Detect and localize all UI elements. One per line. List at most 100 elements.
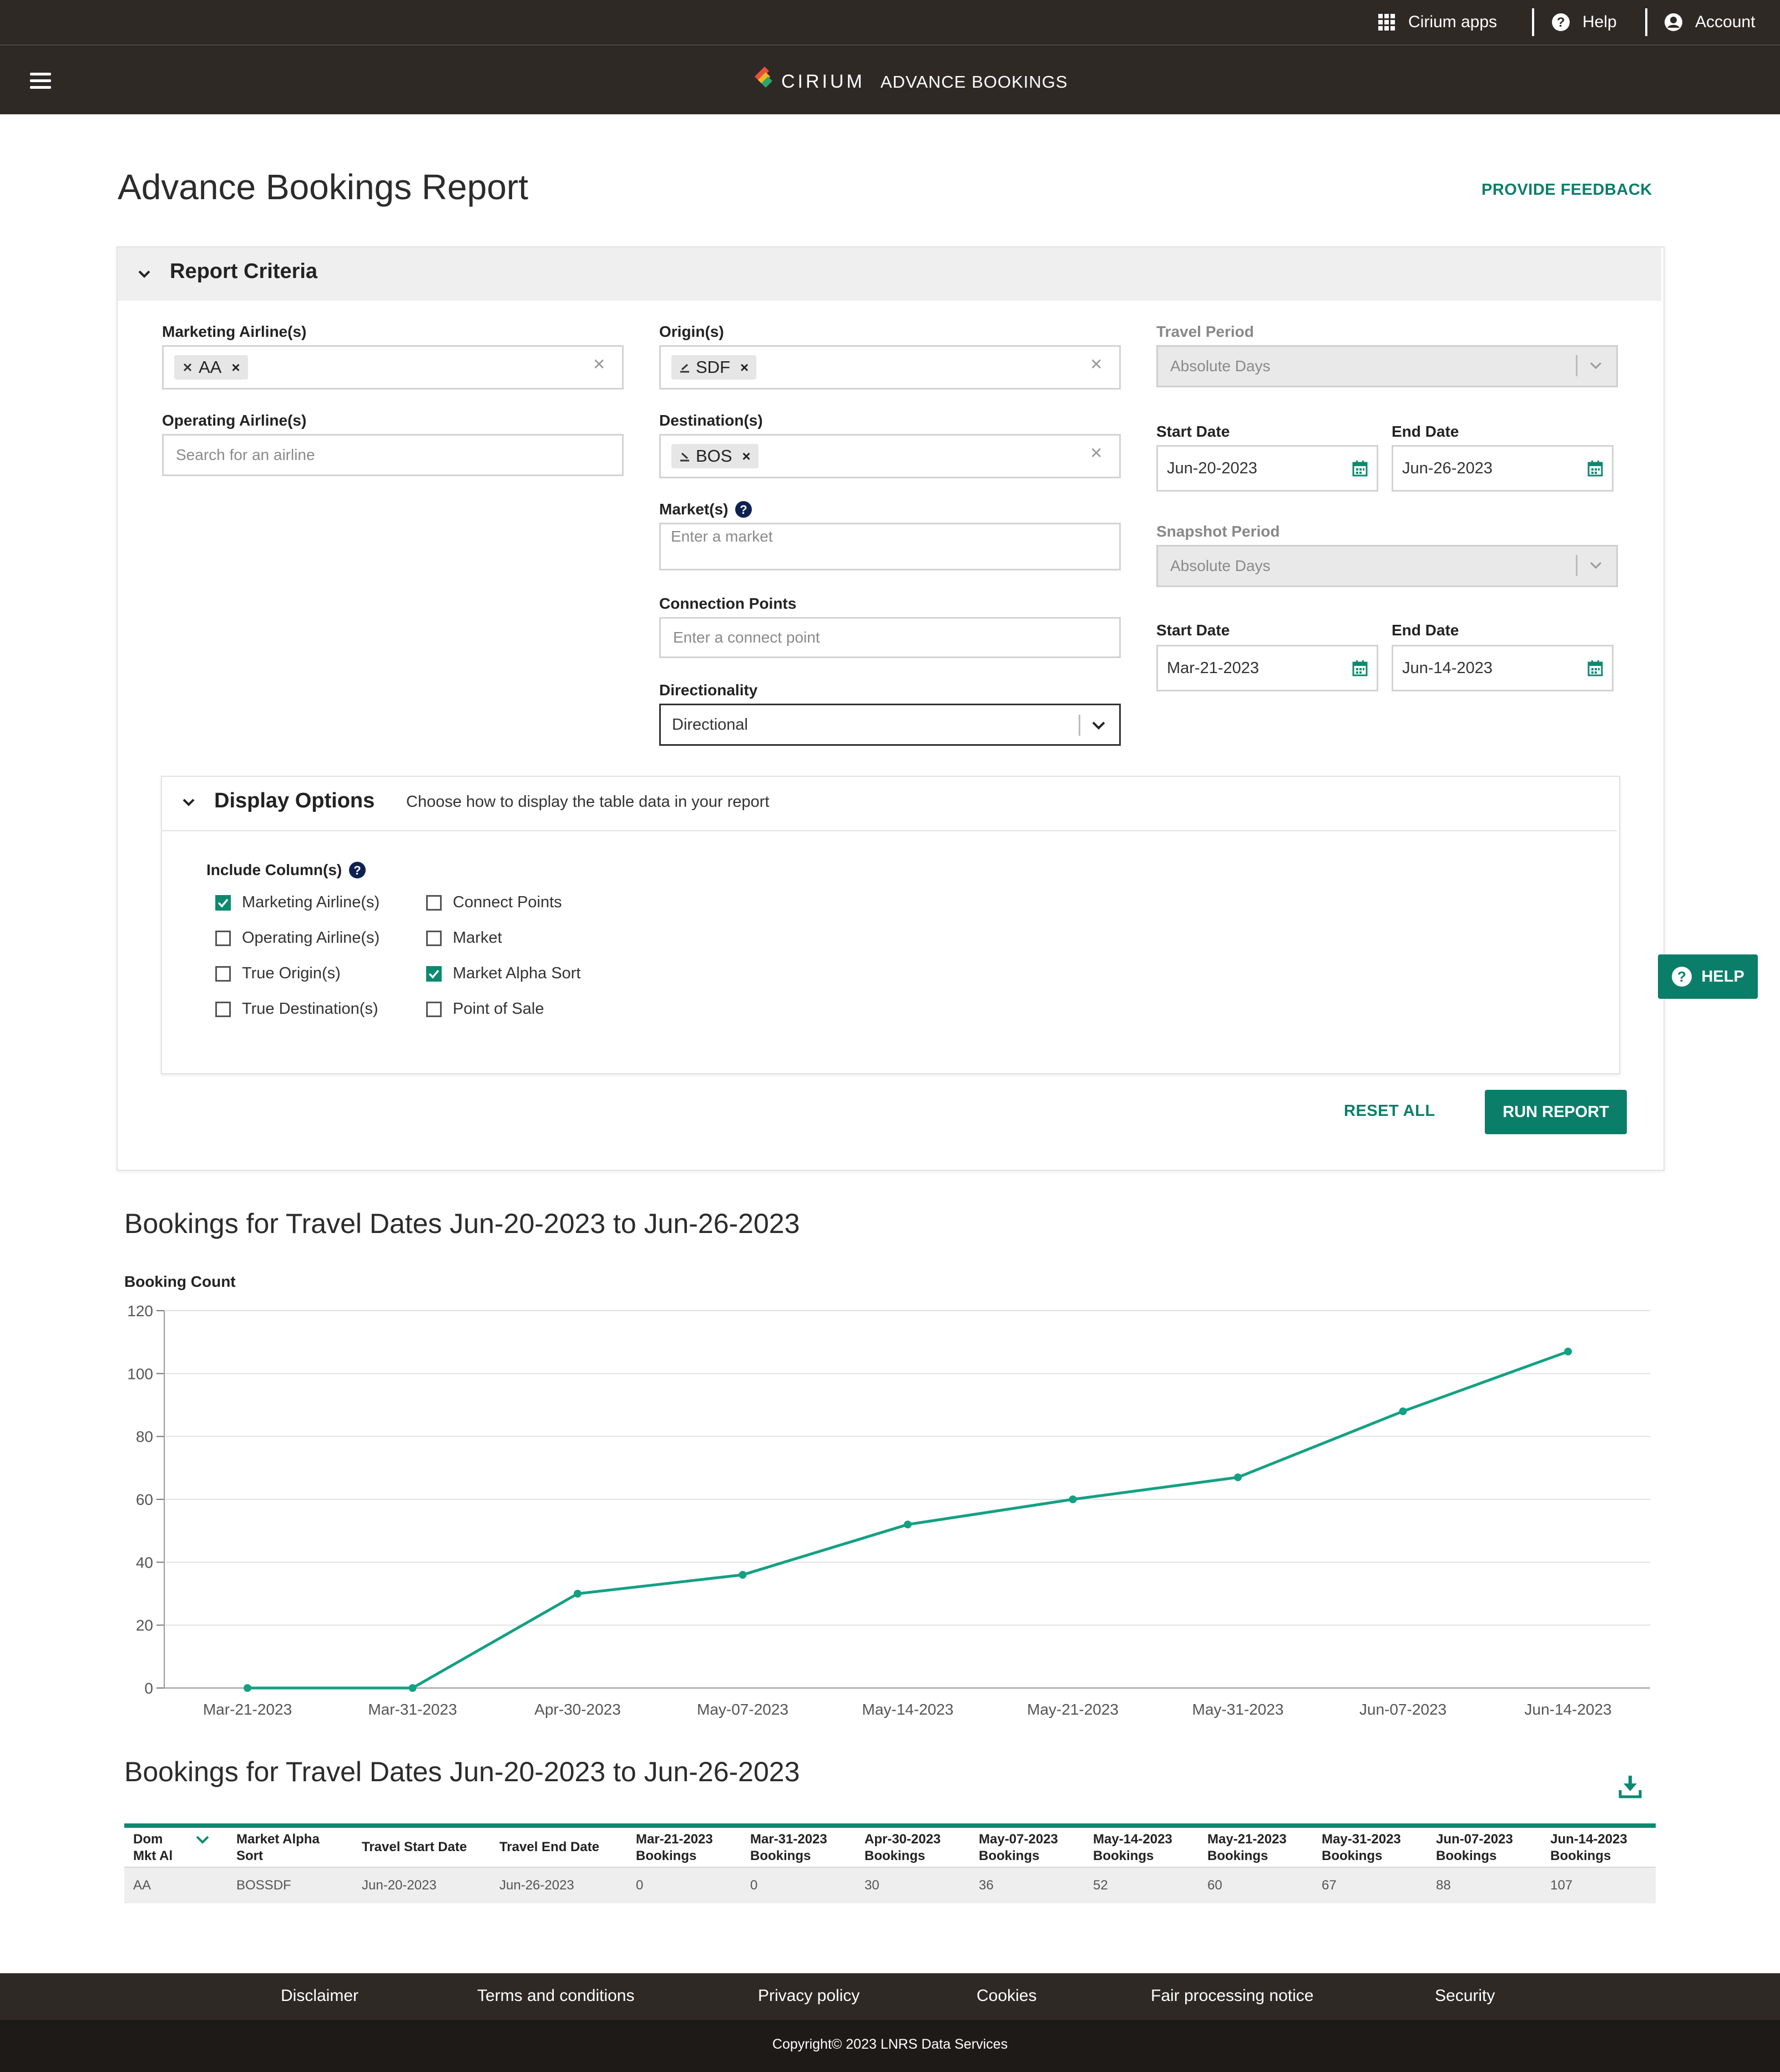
- snapshot-period-label: Snapshot Period: [1156, 523, 1280, 540]
- column-option[interactable]: True Origin(s): [215, 964, 341, 983]
- travel-start-date-input[interactable]: Jun-20-2023: [1156, 445, 1378, 492]
- data-point: [904, 1520, 912, 1529]
- provide-feedback-link[interactable]: PROVIDE FEEDBACK: [1481, 181, 1652, 199]
- column-option[interactable]: Connect Points: [426, 893, 562, 912]
- markets-placeholder: Enter a market: [671, 528, 773, 545]
- table-title: Bookings for Travel Dates Jun-20-2023 to…: [124, 1756, 800, 1787]
- y-tick-label: 120: [127, 1302, 153, 1320]
- column-option[interactable]: Operating Airline(s): [215, 929, 380, 947]
- table-cell: 88: [1436, 1878, 1451, 1893]
- clear-field-icon[interactable]: ✕: [593, 356, 606, 373]
- help-circle-icon[interactable]: ?: [735, 501, 752, 518]
- column-header-text: Jun-07-2023: [1436, 1832, 1513, 1847]
- download-icon[interactable]: [1618, 1773, 1642, 1799]
- column-option[interactable]: Point of Sale: [426, 1000, 544, 1018]
- column-option-label: Operating Airline(s): [242, 929, 380, 947]
- checkbox[interactable]: [426, 895, 442, 911]
- column-option-label: Marketing Airline(s): [242, 893, 380, 911]
- checkbox[interactable]: [426, 1001, 442, 1017]
- menu-icon[interactable]: [30, 69, 51, 93]
- column-option-label: Point of Sale: [453, 1000, 544, 1018]
- utility-bar: [0, 0, 1780, 46]
- marketing-airline-chip-label: AA: [199, 357, 222, 377]
- column-option[interactable]: Market: [426, 929, 502, 947]
- clear-field-icon[interactable]: ✕: [1090, 356, 1103, 373]
- x-tick-label: May-14-2023: [862, 1701, 954, 1718]
- checkbox-checked[interactable]: [426, 966, 442, 982]
- calendar-icon[interactable]: [1587, 659, 1604, 677]
- column-header-text: Bookings: [1322, 1848, 1383, 1863]
- report-criteria-header[interactable]: [118, 247, 1661, 301]
- run-report-button[interactable]: RUN REPORT: [1485, 1090, 1627, 1134]
- operating-airlines-placeholder: Search for an airline: [176, 446, 315, 463]
- column-option[interactable]: True Destination(s): [215, 1000, 378, 1018]
- column-header-text: Bookings: [1436, 1848, 1497, 1863]
- calendar-icon[interactable]: [1352, 659, 1368, 677]
- floating-help-button[interactable]: ? HELP: [1658, 954, 1758, 999]
- origins-field[interactable]: [659, 345, 1121, 390]
- brand-logo[interactable]: CIRIUM ADVANCE BOOKINGS: [752, 61, 1068, 93]
- connection-points-placeholder: Enter a connect point: [673, 629, 820, 646]
- connection-points-input[interactable]: Enter a connect point: [659, 617, 1121, 658]
- y-tick-label: 80: [136, 1428, 153, 1446]
- remove-chip-icon[interactable]: ×: [740, 358, 749, 376]
- checkbox-checked[interactable]: [215, 895, 231, 911]
- brand-name: CIRIUM: [781, 71, 865, 92]
- footer-link[interactable]: Fair processing notice: [1151, 1987, 1314, 2005]
- snapshot-period-select: Absolute Days: [1156, 545, 1618, 587]
- snapshot-start-date-value: Mar-21-2023: [1167, 659, 1260, 677]
- footer-link[interactable]: Security: [1435, 1987, 1495, 2005]
- table-cell: 36: [979, 1878, 994, 1893]
- column-header-text: Jun-14-2023: [1550, 1832, 1627, 1847]
- column-option-label: True Origin(s): [242, 964, 341, 982]
- help-circle-icon: ?: [1672, 967, 1692, 987]
- remove-chip-icon[interactable]: ×: [742, 447, 751, 464]
- operating-airlines-input[interactable]: Search for an airline: [162, 434, 624, 476]
- directionality-select[interactable]: Directional: [659, 704, 1121, 746]
- snapshot-start-date-input[interactable]: Mar-21-2023: [1156, 645, 1378, 691]
- footer-link[interactable]: Terms and conditions: [477, 1987, 635, 2005]
- checkbox[interactable]: [215, 1001, 231, 1017]
- marketing-airlines-field[interactable]: [162, 345, 624, 390]
- calendar-icon[interactable]: [1352, 459, 1368, 477]
- column-option[interactable]: Marketing Airline(s): [215, 893, 380, 912]
- travel-start-label: Start Date: [1156, 423, 1230, 440]
- column-header-text: May-21-2023: [1207, 1832, 1287, 1847]
- chevron-down-icon[interactable]: [136, 267, 152, 281]
- cirium-apps-link[interactable]: Cirium apps: [1377, 8, 1497, 37]
- account-link[interactable]: Account: [1664, 8, 1755, 37]
- select-divider: [1079, 715, 1080, 736]
- footer-link[interactable]: Disclaimer: [281, 1987, 359, 2005]
- footer-link[interactable]: Privacy policy: [758, 1987, 860, 2005]
- calendar-icon[interactable]: [1587, 459, 1604, 477]
- travel-end-date-input[interactable]: Jun-26-2023: [1392, 445, 1614, 492]
- page-title: Advance Bookings Report: [118, 167, 528, 207]
- help-link[interactable]: ? Help: [1551, 8, 1617, 37]
- table-row: AA BOSSDF Jun-20-2023 Jun-26-2023 0 0 30 36 52 60…: [124, 1868, 1656, 1903]
- column-option[interactable]: Market Alpha Sort: [426, 964, 581, 983]
- travel-period-select: Absolute Days: [1156, 345, 1618, 387]
- reset-all-button[interactable]: RESET ALL: [1344, 1102, 1435, 1120]
- column-header: Jun-14-2023 Bookings: [1550, 1831, 1627, 1864]
- column-header[interactable]: Dom Mkt Al: [133, 1831, 173, 1864]
- snapshot-end-date-input[interactable]: Jun-14-2023: [1392, 645, 1614, 691]
- chevron-down-icon[interactable]: [181, 796, 196, 809]
- x-tick-label: Mar-31-2023: [368, 1701, 457, 1718]
- checkbox[interactable]: [426, 930, 442, 946]
- select-divider: [1576, 355, 1577, 376]
- remove-chip-icon[interactable]: ×: [231, 358, 240, 376]
- column-option-label: Market Alpha Sort: [453, 964, 581, 982]
- clear-field-icon[interactable]: ✕: [1090, 444, 1103, 462]
- checkbox[interactable]: [215, 930, 231, 946]
- snapshot-start-label: Start Date: [1156, 621, 1230, 639]
- footer-link[interactable]: Cookies: [977, 1987, 1037, 2005]
- column-header-text: Travel Start Date: [362, 1839, 467, 1854]
- markets-input[interactable]: Enter a market: [659, 523, 1121, 570]
- account-icon: [1665, 13, 1682, 31]
- data-point: [574, 1590, 581, 1598]
- data-point: [408, 1684, 417, 1692]
- help-circle-icon[interactable]: ?: [348, 861, 366, 879]
- checkbox[interactable]: [215, 966, 231, 982]
- sort-chevron-icon[interactable]: [194, 1833, 211, 1847]
- chevron-down-icon[interactable]: [1091, 719, 1106, 731]
